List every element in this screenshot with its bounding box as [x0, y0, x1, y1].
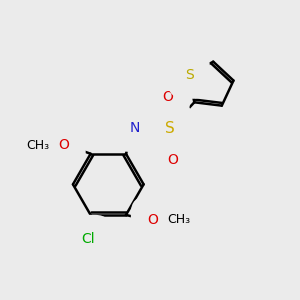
Text: O: O [162, 90, 173, 104]
Text: Cl: Cl [81, 232, 95, 245]
Text: O: O [167, 153, 178, 166]
Text: H: H [121, 119, 130, 132]
Text: CH₃: CH₃ [167, 213, 190, 226]
Text: N: N [130, 121, 140, 135]
Text: S: S [165, 121, 175, 136]
Text: S: S [184, 68, 194, 82]
Text: O: O [148, 213, 158, 227]
Text: CH₃: CH₃ [26, 139, 50, 152]
Text: O: O [58, 138, 69, 152]
